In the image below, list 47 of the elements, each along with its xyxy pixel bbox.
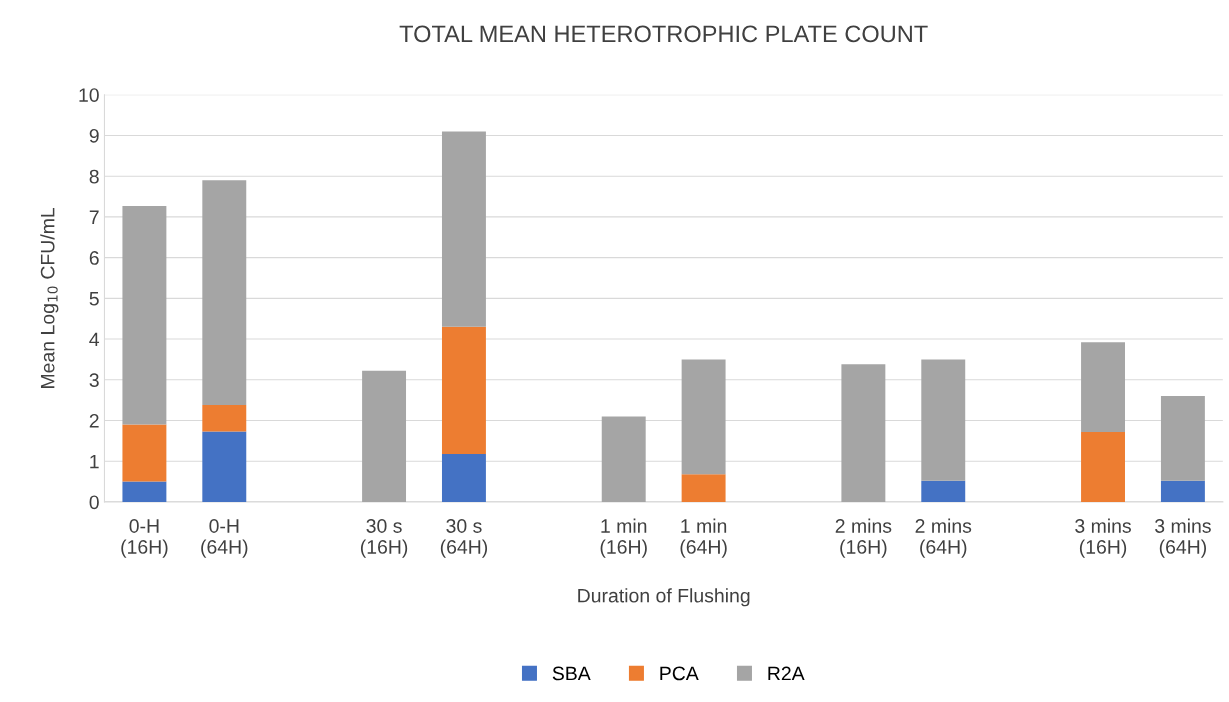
bar bbox=[122, 481, 167, 502]
x-tick-label: 3 mins (64H) bbox=[1155, 518, 1211, 558]
bar bbox=[1081, 431, 1125, 502]
bar bbox=[122, 205, 167, 425]
bar bbox=[362, 370, 407, 502]
bar bbox=[921, 359, 966, 481]
bar bbox=[841, 364, 886, 502]
bar bbox=[601, 416, 646, 502]
y-tick-label: 1 bbox=[90, 454, 99, 469]
y-tick-label: 2 bbox=[89, 413, 99, 428]
x-tick-label: 2 mins (64H) bbox=[915, 518, 972, 558]
bar bbox=[921, 480, 966, 502]
bar bbox=[1081, 342, 1125, 432]
bar bbox=[441, 453, 486, 502]
x-tick-label: 1 min (16H) bbox=[600, 518, 647, 558]
legend-label: SBA bbox=[552, 666, 591, 681]
y-tick-label: 6 bbox=[89, 251, 99, 265]
y-tick-label: 3 bbox=[89, 373, 99, 388]
bar bbox=[681, 359, 726, 475]
x-tick-label: 30 s (16H) bbox=[360, 519, 408, 558]
x-axis-title: Duration of Flushing bbox=[578, 588, 750, 607]
y-tick-label: 10 bbox=[79, 88, 99, 103]
y-tick-label: 8 bbox=[89, 169, 99, 184]
y-tick-label: 4 bbox=[89, 332, 100, 347]
legend-label: R2A bbox=[768, 666, 805, 681]
bar bbox=[1160, 480, 1205, 502]
y-axis-title: Mean Log$_{10}$ CFU/mL bbox=[40, 207, 59, 388]
x-tick-label: 0-H (16H) bbox=[121, 519, 168, 558]
x-tick-label: 3 mins (16H) bbox=[1075, 518, 1131, 558]
bar bbox=[202, 431, 247, 502]
bar bbox=[122, 424, 167, 482]
bar bbox=[441, 131, 486, 327]
bar bbox=[202, 180, 247, 406]
x-tick-label: 0-H (64H) bbox=[201, 519, 248, 558]
y-tick-label: 5 bbox=[89, 292, 99, 306]
x-tick-label: 2 mins (16H) bbox=[835, 518, 892, 558]
x-tick-label: 30 s (64H) bbox=[440, 519, 488, 558]
bar bbox=[441, 326, 486, 454]
bar bbox=[202, 405, 247, 432]
x-tick-label: 1 min (64H) bbox=[680, 518, 727, 558]
bar bbox=[681, 474, 726, 502]
y-tick-label: 9 bbox=[89, 128, 99, 143]
chart-title: TOTAL MEAN HETEROTROPHIC PLATE COUNT bbox=[399, 25, 928, 43]
y-tick-label: 7 bbox=[89, 210, 99, 224]
legend-label: PCA bbox=[660, 666, 699, 681]
bar bbox=[1160, 396, 1205, 481]
y-tick-label: 0 bbox=[89, 495, 99, 510]
